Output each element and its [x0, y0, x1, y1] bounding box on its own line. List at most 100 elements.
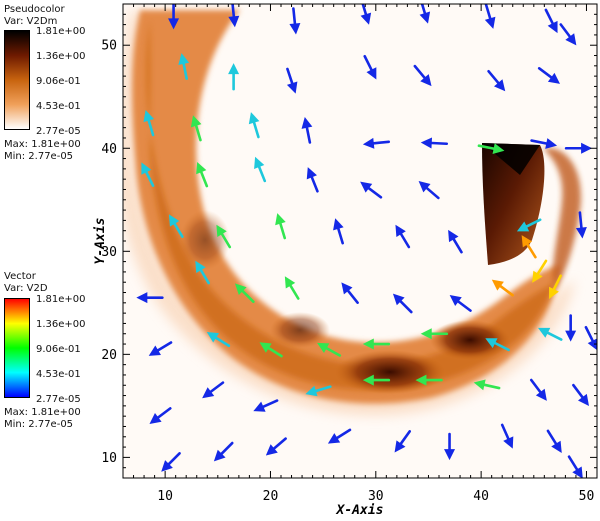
vector-arrow: [306, 167, 319, 193]
x-tick-label: 20: [263, 489, 279, 504]
vector-arrow: [265, 437, 287, 456]
vector-arrow: [420, 137, 449, 149]
vector-arrow: [516, 218, 542, 232]
density-knot: [270, 312, 330, 348]
vector-arrow: [537, 67, 560, 84]
x-tick-label: 40: [473, 489, 489, 504]
vector-arrow: [190, 115, 202, 142]
vector-arrow: [546, 429, 562, 453]
vector-arrow: [228, 4, 240, 28]
vector-tick-label: 2.77e-05: [36, 394, 81, 405]
vector-arrow: [161, 452, 181, 472]
y-tick-label: 30: [101, 245, 117, 260]
vector-arrow: [305, 385, 332, 397]
pseudocolor-tick-label: 1.81e+00: [36, 26, 86, 37]
vector-arrow: [333, 218, 344, 245]
vector-arrow: [254, 156, 267, 183]
vector-arrow: [317, 342, 342, 357]
legend-panel: Pseudocolor Var: V2Dm 1.81e+00 1.36e+00 …: [0, 0, 118, 521]
vector-arrow: [284, 276, 300, 300]
vector-arrow: [136, 292, 164, 304]
vector-tick-label: 1.36e+00: [36, 319, 86, 330]
vector-arrow: [444, 432, 456, 461]
vector-arrow: [206, 332, 231, 348]
vector-arrow: [301, 116, 313, 144]
vector-arrows: [136, 4, 597, 478]
x-axis-label: X-Axis: [336, 503, 384, 518]
vector-arrow: [395, 224, 411, 249]
x-tick-label: 10: [157, 489, 173, 504]
vector-arrow: [559, 23, 577, 46]
vector-arrow: [413, 64, 432, 87]
pseudocolor-legend-title: Pseudocolor: [4, 4, 65, 15]
vector-arrow: [537, 327, 563, 341]
vector-arrow: [362, 137, 391, 149]
vector-tick-label: 4.53e-01: [36, 369, 81, 380]
vector-arrow: [289, 7, 301, 35]
vector-legend-var: Var: V2D: [4, 283, 48, 294]
vector-arrow: [392, 293, 413, 314]
vector-arrow: [419, 4, 431, 24]
y-tick-label: 50: [101, 39, 117, 54]
vector-tick-label: 9.06e-01: [36, 344, 81, 355]
vector-arrow: [168, 4, 180, 30]
density-arc: [131, 10, 560, 404]
vector-arrow: [363, 54, 377, 80]
vector-arrow: [485, 338, 510, 352]
vector-arrow: [529, 378, 547, 401]
y-axis-label: Y-Axis: [93, 218, 108, 265]
vector-arrow: [141, 162, 155, 187]
density-knot: [430, 320, 510, 360]
vector-arrow: [572, 383, 589, 406]
vector-arrow: [418, 181, 440, 200]
vector-arrow: [178, 53, 190, 80]
vector-colorbar: [4, 298, 30, 398]
vector-arrow: [487, 69, 506, 92]
vector-arrow: [195, 260, 210, 285]
vector-arrow: [196, 161, 209, 188]
vector-arrow: [567, 455, 583, 478]
vector-arrow: [420, 328, 449, 340]
vector-arrow: [449, 295, 472, 312]
vector-arrow: [327, 428, 352, 444]
vector-arrow: [360, 181, 383, 199]
vector-arrow: [549, 274, 562, 299]
pseudocolor-tick-label: 1.36e+00: [36, 51, 86, 62]
vector-arrow: [216, 224, 232, 249]
vector-arrow: [259, 342, 283, 358]
vector-arrow: [532, 259, 548, 283]
vector-arrow: [286, 67, 298, 94]
vector-arrow: [213, 441, 234, 462]
vector-min: Min: 2.77e-05: [4, 419, 74, 430]
vector-arrow: [565, 314, 577, 342]
vector-arrow: [415, 374, 443, 386]
y-tick-label: 10: [101, 451, 117, 466]
vector-arrow: [477, 143, 505, 155]
pseudocolor-tick-label: 4.53e-01: [36, 101, 81, 112]
axis-ticks: 10 20 30 40 50 10 20 30 40 50: [101, 3, 598, 504]
vector-arrow: [521, 235, 537, 259]
vector-arrow: [228, 63, 240, 91]
vector-arrow: [362, 374, 391, 386]
vector-arrow: [341, 282, 359, 304]
vector-arrow: [473, 379, 501, 391]
vector-arrow: [362, 338, 391, 350]
vector-arrow: [275, 213, 287, 240]
y-tick-label: 20: [101, 348, 117, 363]
density-knot: [180, 210, 230, 270]
vector-arrow: [248, 112, 260, 139]
vector-arrow: [448, 229, 463, 254]
vector-arrow: [564, 142, 593, 154]
vector-arrow: [544, 8, 558, 34]
vector-arrow: [148, 341, 173, 356]
vector-arrow: [500, 423, 514, 449]
vector-arrow: [253, 399, 279, 412]
x-tick-label: 30: [368, 489, 384, 504]
pseudocolor-legend-var: Var: V2Dm: [4, 16, 58, 27]
vector-arrow: [202, 381, 225, 399]
vector-arrow: [575, 211, 587, 239]
vector-arrow: [168, 214, 184, 238]
density-field: [123, 10, 581, 416]
pseudocolor-colorbar: [4, 30, 30, 130]
